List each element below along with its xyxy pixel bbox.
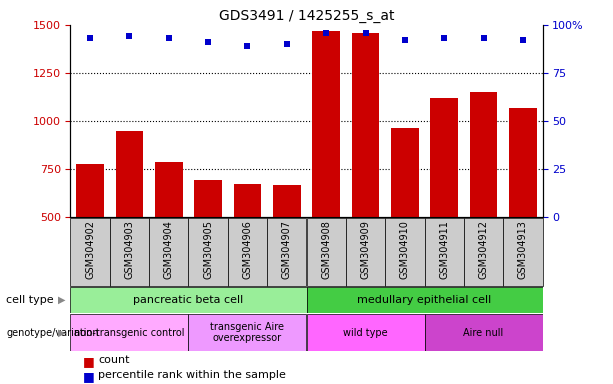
Bar — [77, 164, 104, 217]
Bar — [116, 131, 143, 217]
Bar — [430, 98, 458, 217]
Bar — [424, 314, 543, 351]
Bar — [352, 33, 379, 217]
Text: percentile rank within the sample: percentile rank within the sample — [98, 370, 286, 380]
Bar — [470, 92, 497, 217]
Bar — [189, 314, 306, 351]
Bar — [194, 180, 222, 217]
Bar — [228, 218, 267, 286]
Text: GSM304904: GSM304904 — [164, 220, 174, 279]
Text: wild type: wild type — [343, 328, 388, 338]
Bar — [70, 314, 189, 351]
Bar — [149, 218, 189, 286]
Text: medullary epithelial cell: medullary epithelial cell — [357, 295, 492, 305]
Bar — [424, 218, 464, 286]
Bar — [234, 184, 261, 217]
Bar — [313, 31, 340, 217]
Text: ■: ■ — [83, 370, 94, 383]
Text: ▶: ▶ — [58, 295, 66, 305]
Text: GSM304911: GSM304911 — [439, 220, 449, 279]
Bar — [273, 185, 300, 217]
Text: cell type: cell type — [6, 295, 54, 305]
Bar — [464, 218, 503, 286]
Text: pancreatic beta cell: pancreatic beta cell — [134, 295, 243, 305]
Text: GSM304903: GSM304903 — [124, 220, 134, 279]
Text: GSM304907: GSM304907 — [282, 220, 292, 279]
Bar — [503, 218, 543, 286]
Bar — [70, 287, 306, 313]
Text: GSM304908: GSM304908 — [321, 220, 331, 279]
Bar — [385, 218, 424, 286]
Title: GDS3491 / 1425255_s_at: GDS3491 / 1425255_s_at — [219, 8, 394, 23]
Text: GSM304912: GSM304912 — [479, 220, 489, 279]
Bar — [70, 218, 110, 286]
Bar — [110, 218, 149, 286]
Bar — [306, 218, 346, 286]
Text: Aire null: Aire null — [463, 328, 504, 338]
Bar — [509, 109, 536, 217]
Text: count: count — [98, 355, 129, 365]
Text: GSM304902: GSM304902 — [85, 220, 95, 279]
Bar — [391, 128, 419, 217]
Text: GSM304905: GSM304905 — [203, 220, 213, 279]
Text: non-transgenic control: non-transgenic control — [74, 328, 185, 338]
Text: genotype/variation: genotype/variation — [6, 328, 99, 338]
Text: GSM304906: GSM304906 — [243, 220, 253, 279]
Text: ▶: ▶ — [58, 328, 66, 338]
Text: transgenic Aire
overexpressor: transgenic Aire overexpressor — [210, 322, 284, 343]
Text: GSM304913: GSM304913 — [518, 220, 528, 279]
Bar — [306, 287, 543, 313]
Bar — [306, 314, 424, 351]
Text: GSM304909: GSM304909 — [360, 220, 370, 279]
Bar — [267, 218, 306, 286]
Text: ■: ■ — [83, 355, 94, 368]
Bar — [346, 218, 385, 286]
Text: GSM304910: GSM304910 — [400, 220, 410, 279]
Bar — [189, 218, 228, 286]
Bar — [155, 162, 183, 217]
